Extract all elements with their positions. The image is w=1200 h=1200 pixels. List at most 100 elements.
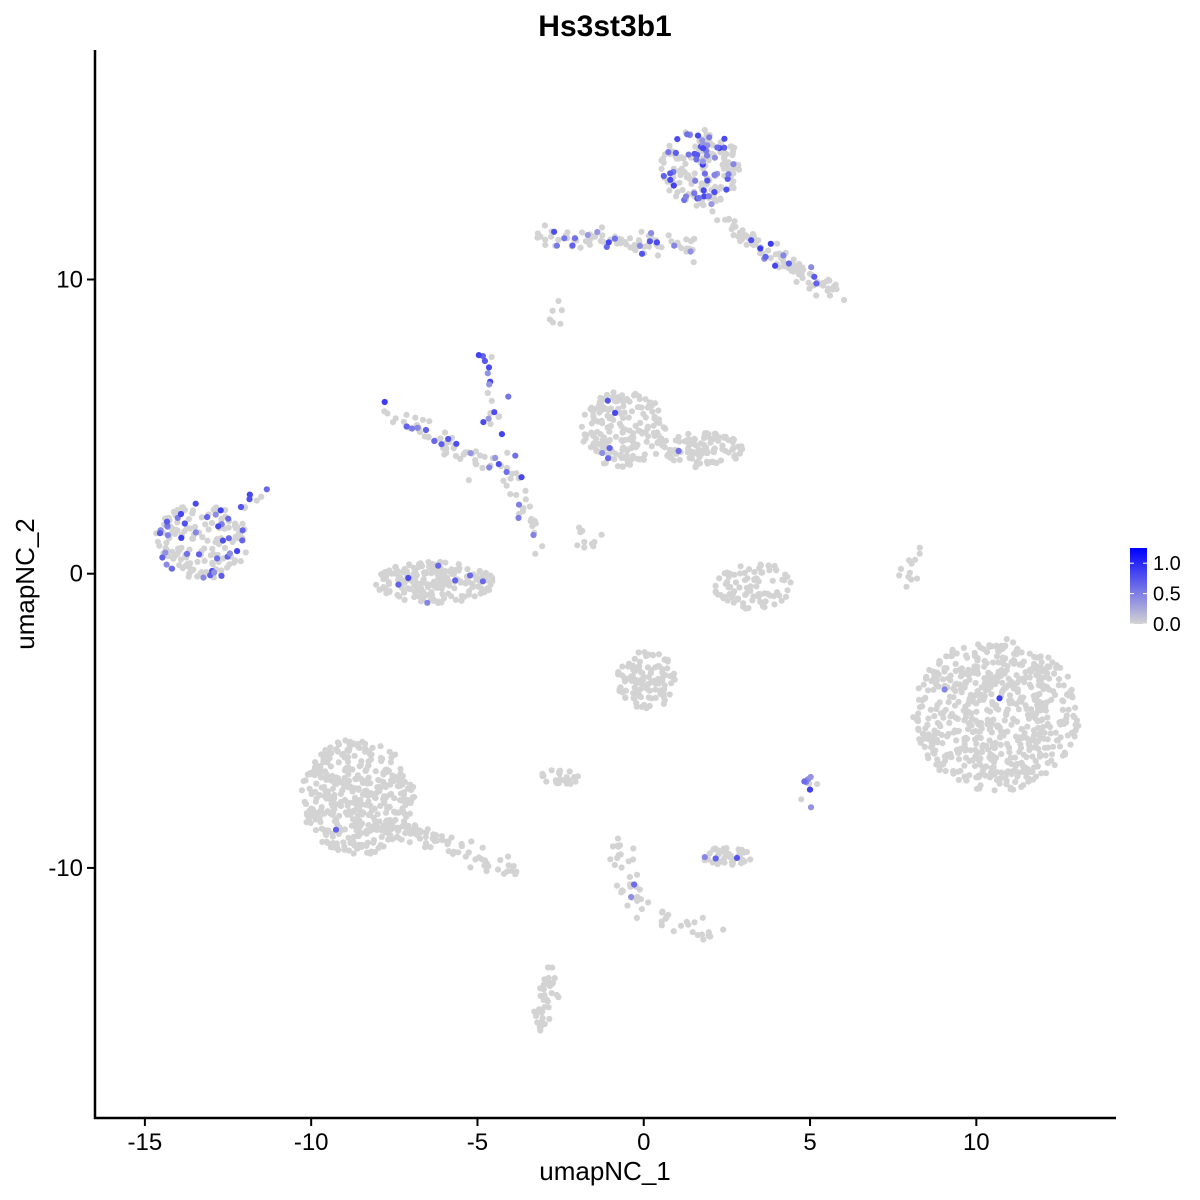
cell-point	[717, 457, 725, 464]
cell-point	[596, 399, 603, 406]
cell-point	[365, 792, 372, 799]
expressing-cell-point	[811, 273, 818, 280]
cell-point	[425, 434, 432, 441]
cell-point	[1020, 768, 1028, 776]
cell-point	[452, 596, 459, 603]
cell-point	[683, 918, 690, 926]
x-axis-ticks: -15 -10 -5 0 5 10	[128, 1118, 990, 1156]
cell-point	[392, 809, 399, 816]
cell-point	[232, 557, 239, 564]
x-tick-label: -10	[294, 1129, 329, 1156]
cell-point	[676, 456, 683, 463]
cell-point	[398, 836, 405, 843]
cell-point	[655, 663, 662, 670]
cell-point	[346, 745, 353, 752]
cell-point	[1012, 778, 1019, 786]
expressing-cell-point	[214, 555, 221, 562]
cell-point	[612, 433, 620, 440]
cell-point	[1004, 768, 1012, 775]
cell-point	[229, 538, 236, 546]
cell-point	[312, 816, 319, 823]
cell-point	[721, 155, 728, 162]
cell-point	[451, 585, 458, 592]
expressing-cell-point	[553, 242, 561, 249]
cell-point	[317, 774, 324, 781]
cell-point	[651, 415, 658, 422]
cell-point	[496, 413, 503, 420]
cell-point	[625, 414, 632, 421]
cell-point	[1057, 721, 1064, 728]
cell-point	[648, 402, 655, 409]
cell-point	[1003, 667, 1010, 674]
cell-point	[950, 694, 957, 701]
cell-point	[455, 849, 462, 856]
cell-point	[930, 686, 937, 693]
cell-point	[557, 776, 564, 783]
cell-point	[1004, 757, 1011, 765]
cell-point	[507, 491, 514, 498]
cell-point	[324, 827, 331, 834]
cell-point	[397, 770, 404, 778]
cell-point	[1052, 729, 1059, 736]
cell-point	[1044, 670, 1051, 677]
cell-point	[574, 773, 582, 780]
cell-point	[437, 435, 444, 442]
cell-point	[903, 583, 910, 590]
expressing-cell-point	[691, 150, 698, 157]
cell-point	[1006, 749, 1013, 756]
cell-point	[597, 431, 604, 438]
expressing-cell-point	[604, 397, 611, 404]
cell-point	[1033, 672, 1040, 679]
cell-point	[370, 826, 377, 833]
cell-point	[1028, 684, 1035, 691]
cell-point	[625, 663, 632, 670]
cell-point	[940, 676, 947, 683]
cell-point	[645, 433, 652, 440]
cell-point	[640, 456, 648, 463]
cell-point	[734, 596, 741, 603]
expressing-cell-point	[701, 193, 708, 200]
cell-point	[448, 834, 455, 841]
cell-point	[728, 226, 735, 233]
cell-point	[431, 581, 438, 588]
cell-point	[443, 445, 450, 452]
cell-point	[682, 160, 689, 167]
cell-point	[925, 715, 932, 722]
cell-point	[465, 477, 472, 484]
cell-point	[468, 838, 475, 845]
cell-point	[416, 835, 423, 842]
cell-point	[205, 526, 212, 533]
cell-point	[1008, 678, 1015, 685]
cell-point	[507, 475, 514, 482]
cell-point	[722, 433, 729, 440]
expressing-cell-point	[204, 514, 211, 521]
cell-point	[415, 561, 423, 568]
cell-point	[365, 774, 372, 781]
cell-point	[973, 653, 980, 660]
cell-point	[599, 232, 606, 239]
cell-point	[171, 530, 179, 538]
expressing-cell-point	[475, 352, 482, 359]
cell-point	[384, 804, 391, 811]
cell-point	[331, 842, 338, 849]
cell-point	[169, 548, 176, 555]
cell-point	[995, 722, 1002, 729]
cell-point	[726, 591, 733, 598]
cell-point	[478, 856, 486, 863]
cell-point	[705, 157, 712, 164]
cell-point	[616, 842, 624, 849]
expressing-cell-point	[675, 447, 682, 455]
cell-point	[642, 396, 649, 403]
cell-point	[1036, 706, 1043, 714]
cell-point	[381, 408, 388, 415]
cell-point	[736, 229, 743, 236]
legend-tick-label: 0.5	[1153, 584, 1181, 606]
cell-point	[582, 435, 589, 442]
cell-point	[771, 601, 778, 608]
cell-point	[951, 682, 959, 689]
expressing-cell-point	[211, 569, 218, 576]
cell-point	[925, 687, 932, 694]
cell-point	[616, 420, 624, 427]
cell-point	[368, 848, 375, 855]
cell-point	[798, 796, 805, 803]
